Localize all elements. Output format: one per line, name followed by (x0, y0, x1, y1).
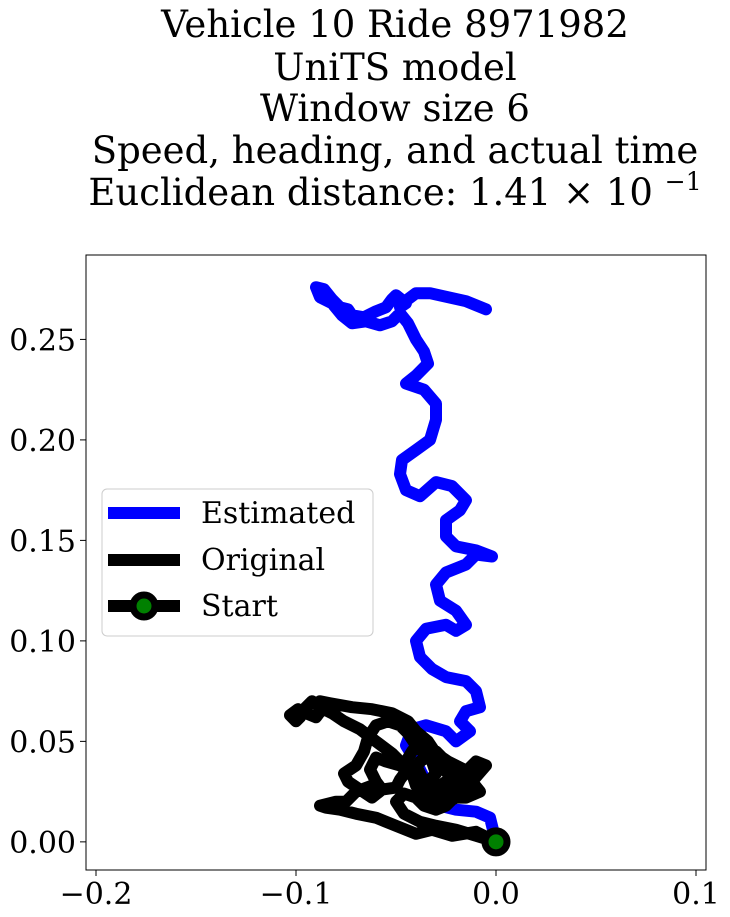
legend-label-estimated: Estimated (201, 496, 355, 531)
title-metric-exponent: −1 (665, 167, 702, 196)
x-tick-label: −0.1 (260, 877, 333, 912)
x-tick-label: 0.1 (672, 877, 720, 912)
legend-start-marker (129, 591, 159, 621)
y-tick-label: 0.15 (9, 524, 76, 559)
title-line-5: Euclidean distance: 1.41 × 10 −1 (88, 167, 701, 214)
series-layer (284, 281, 511, 857)
title-line-2: UniTS model (273, 46, 516, 89)
title-line-4: Speed, heading, and actual time (92, 129, 699, 172)
title-line-1: Vehicle 10 Ride 8971982 (160, 3, 629, 46)
y-tick-label: 0.05 (9, 725, 76, 760)
y-tick-label: 0.00 (9, 826, 76, 861)
legend-label-original: Original (201, 543, 325, 578)
title-metric-base: 10 (606, 171, 653, 214)
title-metric-prefix: Euclidean distance: 1.41 (88, 171, 551, 214)
legend: Estimated Original Start (101, 488, 374, 637)
start-marker (481, 827, 511, 857)
x-tick-label: −0.2 (60, 877, 133, 912)
title-line-3: Window size 6 (260, 87, 530, 130)
x-tick-label: 0.0 (472, 877, 520, 912)
plot-frame (85, 254, 707, 871)
y-tick-label: 0.25 (9, 323, 76, 358)
series-estimated-line (310, 281, 502, 848)
legend-box (101, 488, 374, 637)
y-tick-label: 0.10 (9, 625, 76, 660)
series-original-line (284, 695, 502, 848)
y-tick-label: 0.20 (9, 424, 76, 459)
title-metric-times: × (563, 171, 594, 214)
axes-layer: −0.2 −0.1 0.0 0.1 0.00 0.05 0.10 0.15 0.20 0.25 (9, 254, 720, 912)
chart-title: Vehicle 10 Ride 8971982 UniTS model Wind… (88, 3, 701, 214)
legend-label-start: Start (201, 589, 278, 624)
